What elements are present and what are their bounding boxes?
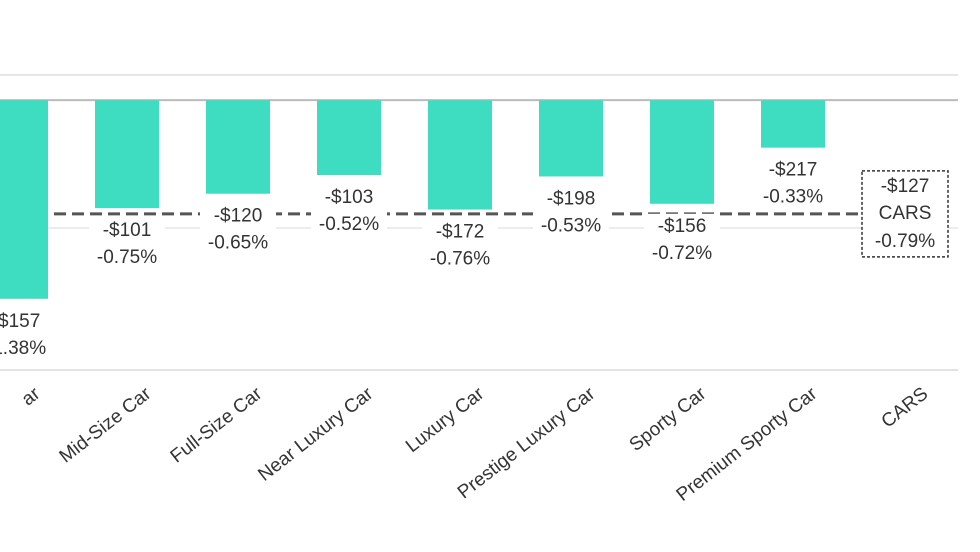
bar: [761, 100, 825, 148]
label-bg: [0, 308, 54, 363]
label-bg: [644, 213, 720, 268]
value-label: -0.33%: [763, 187, 823, 208]
label-bg: [422, 219, 498, 274]
bar: [539, 100, 603, 177]
dollar-label: -$217: [769, 160, 818, 181]
x-tick-label: ar: [18, 383, 45, 410]
bar: [650, 100, 714, 204]
bar: [206, 100, 270, 194]
value-label: -0.53%: [541, 215, 601, 236]
bar: [317, 100, 381, 176]
value-label: -0.72%: [652, 243, 712, 264]
x-tick-label: Luxury Car: [402, 383, 489, 457]
value-label: -0.75%: [97, 247, 157, 268]
x-tick-label: Near Luxury Car: [254, 383, 377, 486]
dollar-label: -$103: [325, 187, 374, 208]
bar: [0, 100, 48, 299]
reference-name: CARS: [879, 203, 932, 224]
label-bg: [533, 186, 609, 241]
value-label: -0.76%: [430, 249, 490, 270]
dollar-label: -$101: [103, 220, 152, 241]
value-label: -0.65%: [208, 233, 268, 254]
label-bg: [200, 203, 276, 258]
dollar-label: -$172: [436, 222, 485, 243]
reference-value: -0.79%: [875, 231, 935, 252]
dollar-label: -$198: [547, 188, 596, 209]
dollar-label: -$156: [658, 216, 707, 237]
value-label: -1.38%: [0, 338, 46, 359]
x-tick-label: Sporty Car: [626, 383, 711, 456]
x-tick-label: Full-Size Car: [167, 383, 267, 468]
dollar-label: -$120: [214, 206, 263, 227]
x-tick-label: CARS: [878, 383, 933, 432]
label-bg: [311, 185, 387, 240]
value-label: -0.52%: [319, 214, 379, 235]
label-bg: [755, 157, 831, 212]
reference-dollar: -$127: [881, 176, 930, 197]
label-bg: [89, 218, 165, 273]
dollar-label: -$157: [0, 311, 40, 332]
bar: [95, 100, 159, 209]
reference-box: [861, 170, 949, 258]
x-tick-label: Mid-Size Car: [56, 383, 156, 468]
bar: [428, 100, 492, 210]
